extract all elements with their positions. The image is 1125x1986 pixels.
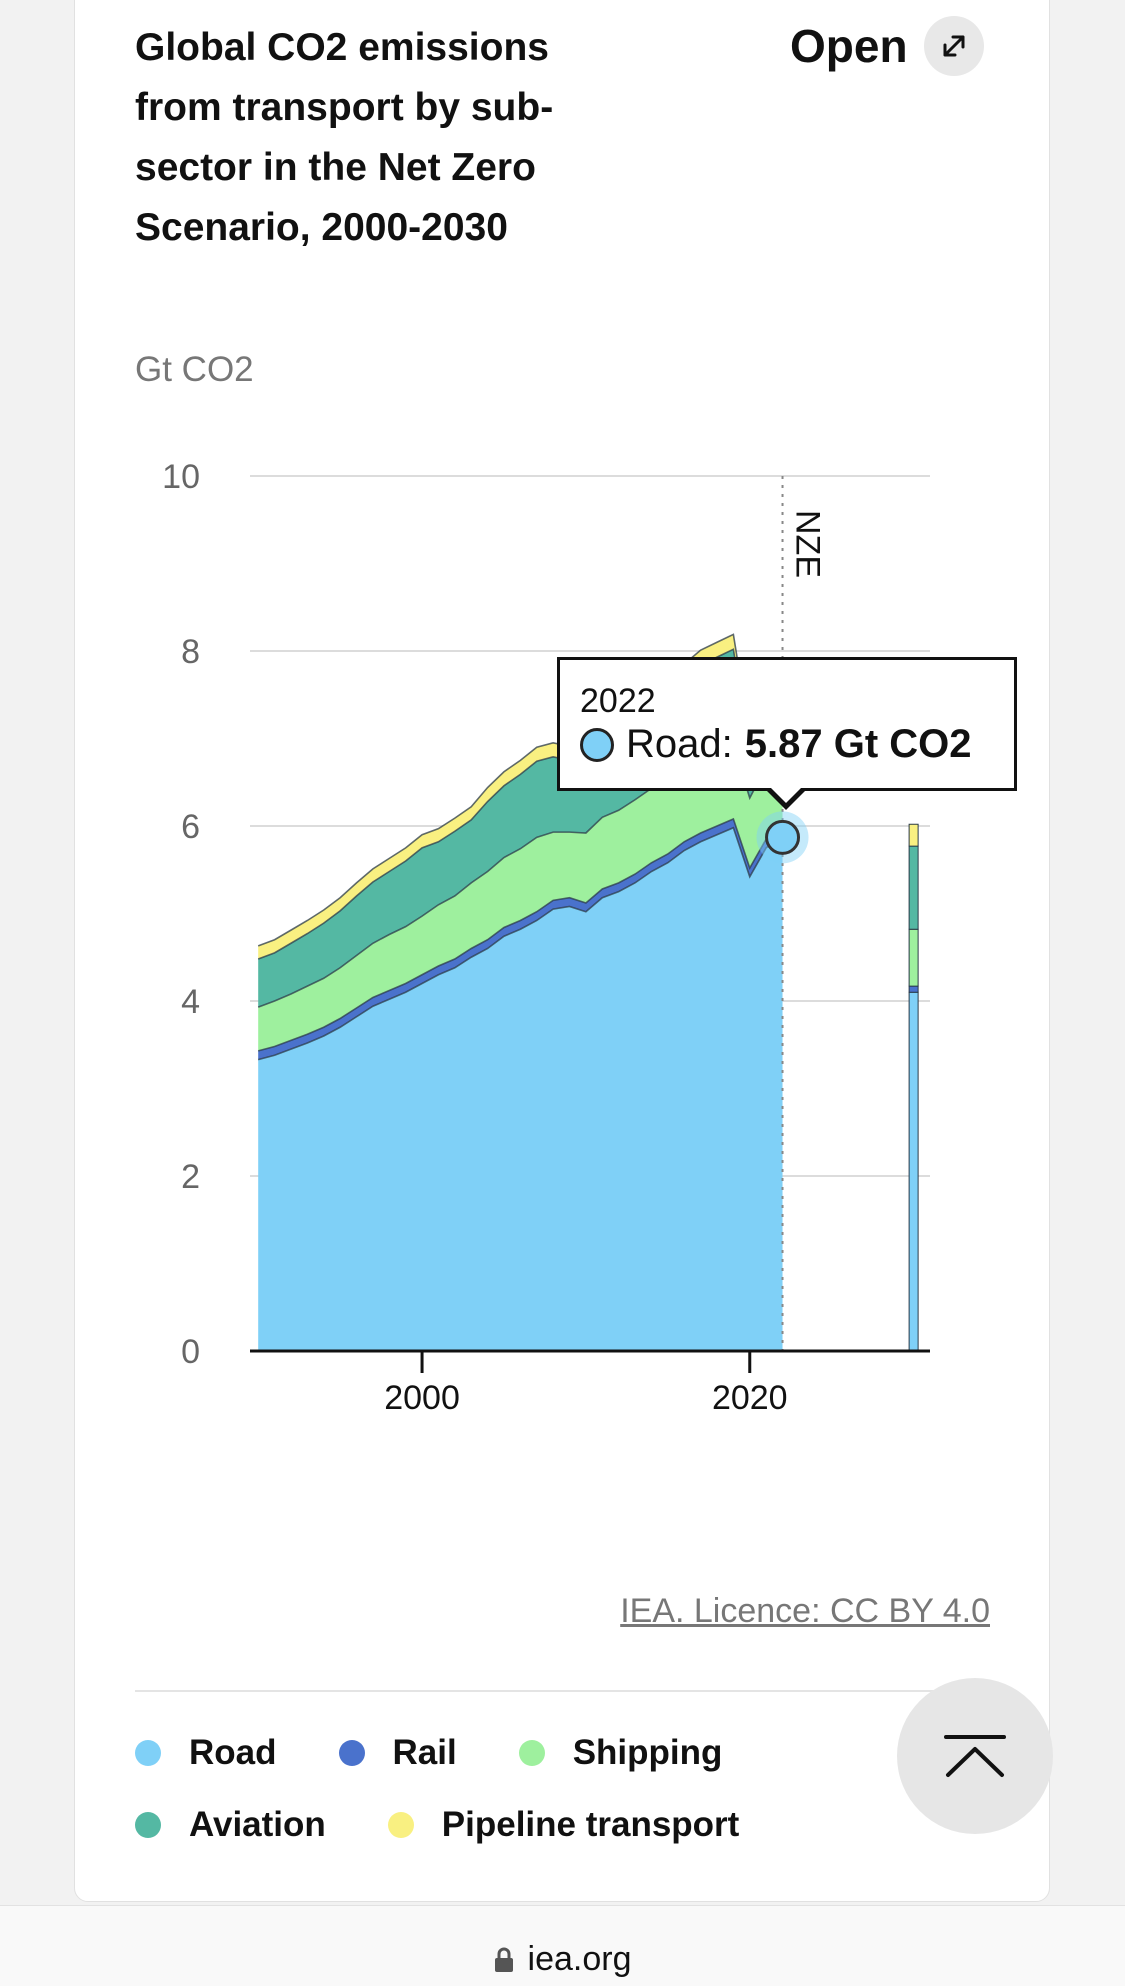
bar-2030-rail xyxy=(908,985,919,993)
area-road xyxy=(258,827,783,1351)
legend-item-shipping[interactable]: Shipping xyxy=(518,1730,723,1776)
legend-label: Pipeline transport xyxy=(441,1805,740,1844)
chart-title: Global CO2 emissions from transport by s… xyxy=(135,26,554,249)
x-tick-label: 2020 xyxy=(712,1379,788,1417)
y-tick-label: 2 xyxy=(181,1158,200,1196)
y-tick-label: 8 xyxy=(181,633,200,671)
legend-dot xyxy=(135,1740,161,1766)
tooltip-arrow-fill xyxy=(768,785,804,803)
legend-label: Road xyxy=(189,1733,277,1772)
bar-2030-shipping xyxy=(908,928,919,987)
legend-label: Aviation xyxy=(189,1805,326,1844)
y-tick-label: 0 xyxy=(181,1333,200,1371)
legend-dot xyxy=(135,1812,161,1838)
line-pipeline-transport xyxy=(257,633,784,947)
line-road xyxy=(257,826,783,1061)
legend-dot xyxy=(518,1740,545,1766)
licence-link[interactable]: IEA. Licence: CC BY 4.0 xyxy=(620,1592,990,1630)
y-tick-label: 4 xyxy=(181,983,200,1021)
y-tick-label: 6 xyxy=(181,808,200,846)
area-pipeline-transport xyxy=(258,634,783,959)
line-rail xyxy=(257,817,783,1052)
y-tick-label: 10 xyxy=(162,458,200,496)
open-label: Open xyxy=(790,20,908,72)
legend-item-road[interactable]: Road xyxy=(135,1730,277,1776)
chart-legend: Road Rail Shipping Aviation Pipeline transpo… xyxy=(135,1730,935,1848)
legend-divider xyxy=(135,1690,990,1692)
legend-label: Rail xyxy=(392,1733,457,1772)
expand-icon[interactable] xyxy=(923,16,984,76)
legend-dot xyxy=(387,1812,414,1838)
url-bar[interactable]: iea.org xyxy=(0,1940,1125,1979)
lock-icon xyxy=(494,1947,513,1972)
tooltip-row: Road: 5.87 Gt CO2 xyxy=(580,722,972,767)
chart-tooltip: 2022 Road: 5.87 Gt CO2 xyxy=(557,657,1017,791)
y-axis-unit: Gt CO2 xyxy=(135,350,254,389)
domain-text: iea.org xyxy=(527,1940,632,1978)
tooltip-series-dot xyxy=(580,727,614,762)
legend-item-rail[interactable]: Rail xyxy=(338,1730,457,1776)
area-rail xyxy=(258,819,783,1060)
nze-marker-label: NZE xyxy=(789,510,827,578)
x-tick-label: 2000 xyxy=(384,1379,460,1417)
scroll-to-top-icon xyxy=(944,1735,1006,1777)
tooltip-year: 2022 xyxy=(580,682,656,720)
open-button[interactable]: Open xyxy=(790,16,984,76)
bar-2030-pipeline-transport xyxy=(908,823,919,847)
bar-2030-road xyxy=(908,991,919,1352)
legend-item-aviation[interactable]: Aviation xyxy=(135,1802,326,1848)
scroll-to-top-button[interactable] xyxy=(897,1678,1053,1834)
browser-bottom-bar xyxy=(0,1905,1125,1986)
legend-label: Shipping xyxy=(572,1733,723,1772)
bar-2030-aviation xyxy=(908,845,919,930)
legend-dot xyxy=(338,1740,365,1766)
legend-item-pipeline-transport[interactable]: Pipeline transport xyxy=(387,1802,740,1848)
area-shipping xyxy=(258,745,783,1051)
tooltip-value: 5.87 Gt CO2 xyxy=(744,722,972,766)
hover-point xyxy=(765,819,801,855)
tooltip-series-label: Road: xyxy=(626,722,733,766)
